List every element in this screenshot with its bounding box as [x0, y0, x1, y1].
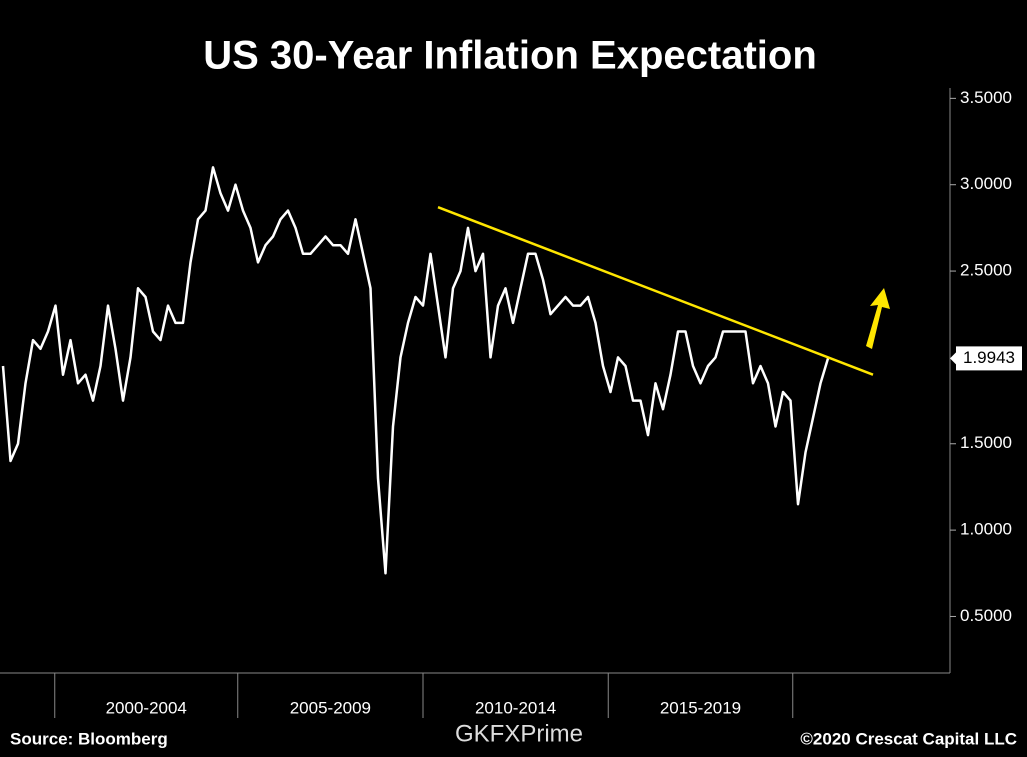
source: Source: Bloomberg	[10, 729, 168, 748]
watermark: GKFXPrime	[455, 720, 583, 747]
y-tick-label: 2.5000	[960, 261, 1012, 280]
x-period-label: 2005-2009	[290, 698, 371, 717]
y-tick-label: 3.5000	[960, 88, 1012, 107]
y-tick-label: 1.5000	[960, 433, 1012, 452]
x-period-label: 2000-2004	[106, 698, 187, 717]
series-line	[1, 166, 830, 575]
y-tick-label: 3.0000	[960, 174, 1012, 193]
trendline	[437, 205, 874, 376]
x-period-label: 2015-2019	[660, 698, 741, 717]
chart-title: US 30-Year Inflation Expectation	[203, 34, 817, 78]
up-arrow	[866, 288, 890, 349]
last-value-box	[956, 346, 1022, 371]
last-value-label: 1.9943	[963, 348, 1015, 367]
x-period-label: 2010-2014	[475, 698, 556, 717]
y-tick-label: 0.5000	[960, 606, 1012, 625]
copyright: ©2020 Crescat Capital LLC	[800, 729, 1017, 748]
y-tick-label: 1.0000	[960, 520, 1012, 539]
last-value-pointer	[950, 352, 956, 365]
